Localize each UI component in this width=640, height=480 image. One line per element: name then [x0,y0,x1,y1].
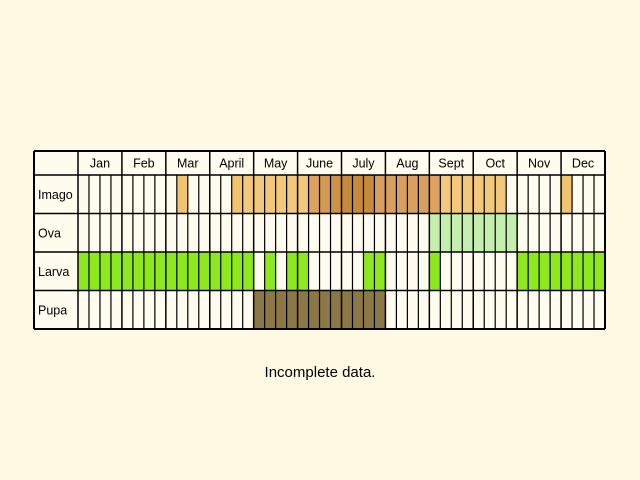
week-cell-pupa-w28 [374,290,386,329]
month-label-june: June [306,157,333,171]
week-cell-pupa-w20 [286,290,298,329]
week-cell-imago-w31 [407,175,419,214]
week-cell-imago-w26 [352,175,364,214]
row-label-ova: Ova [38,226,61,240]
week-cell-imago-w45 [561,175,573,214]
week-cell-imago-w38 [484,175,496,214]
week-cell-imago-w24 [330,175,342,214]
month-label-mar: Mar [177,157,199,171]
row-label-pupa: Pupa [38,303,67,317]
week-cell-larva-w42 [528,252,540,291]
week-cell-imago-w21 [297,175,309,214]
week-cell-ova-w39 [495,213,507,252]
week-cell-imago-w34 [440,175,452,214]
week-cell-larva-w9 [165,252,177,291]
week-cell-ova-w38 [484,213,496,252]
week-cell-pupa-w27 [363,290,375,329]
week-cell-larva-w1 [78,252,89,291]
week-cell-imago-w10 [176,175,188,214]
month-label-oct: Oct [485,157,505,171]
week-cell-larva-w8 [154,252,166,291]
week-cell-larva-w45 [561,252,573,291]
week-cell-imago-w20 [286,175,298,214]
week-cell-imago-w32 [418,175,430,214]
week-cell-larva-w47 [583,252,595,291]
week-cell-larva-w10 [176,252,188,291]
week-cell-larva-w4 [110,252,122,291]
week-cell-imago-w25 [341,175,353,214]
week-cell-imago-w17 [253,175,265,214]
week-cell-imago-w18 [264,175,276,214]
week-cell-imago-w23 [319,175,331,214]
week-cell-imago-w15 [231,175,243,214]
month-label-jan: Jan [90,157,110,171]
month-label-feb: Feb [133,157,155,171]
week-cell-imago-w19 [275,175,287,214]
week-cell-imago-w39 [495,175,507,214]
month-label-may: May [264,157,288,171]
week-cell-ova-w37 [473,213,485,252]
week-cell-larva-w27 [363,252,375,291]
week-cell-pupa-w22 [308,290,320,329]
week-cell-ova-w36 [462,213,474,252]
week-cell-larva-w48 [594,252,605,291]
month-label-nov: Nov [528,157,551,171]
week-cell-larva-w46 [572,252,584,291]
week-cell-larva-w12 [198,252,210,291]
week-cell-imago-w36 [462,175,474,214]
week-cell-pupa-w18 [264,290,276,329]
week-cell-larva-w14 [220,252,232,291]
week-cell-imago-w27 [363,175,375,214]
week-cell-larva-w20 [286,252,298,291]
week-cell-larva-w5 [121,252,133,291]
week-cell-larva-w44 [550,252,562,291]
week-cell-larva-w6 [132,252,144,291]
week-cell-pupa-w21 [297,290,309,329]
week-cell-larva-w2 [88,252,100,291]
week-cell-pupa-w23 [319,290,331,329]
week-cell-larva-w18 [264,252,276,291]
week-cell-imago-w16 [242,175,254,214]
week-cell-larva-w11 [187,252,199,291]
week-cell-imago-w35 [451,175,463,214]
month-label-aug: Aug [396,157,418,171]
week-cell-larva-w15 [231,252,243,291]
month-label-dec: Dec [572,157,594,171]
week-cell-larva-w43 [539,252,551,291]
week-cell-larva-w3 [99,252,111,291]
week-cell-imago-w22 [308,175,320,214]
week-cell-pupa-w17 [253,290,265,329]
month-label-april: April [219,157,244,171]
week-cell-imago-w37 [473,175,485,214]
week-cell-larva-w13 [209,252,221,291]
week-cell-larva-w28 [374,252,386,291]
chart-caption: Incomplete data. [264,364,376,381]
week-cell-ova-w33 [429,213,441,252]
row-label-imago: Imago [38,188,73,202]
week-cell-pupa-w26 [352,290,364,329]
week-cell-pupa-w25 [341,290,353,329]
month-label-july: July [352,157,375,171]
week-cell-ova-w34 [440,213,452,252]
week-cell-larva-w16 [242,252,254,291]
week-cell-imago-w33 [429,175,441,214]
week-cell-larva-w21 [297,252,309,291]
row-label-larva: Larva [38,265,69,279]
week-cell-larva-w41 [517,252,529,291]
week-cell-larva-w33 [429,252,441,291]
week-cell-imago-w30 [396,175,408,214]
week-cell-imago-w29 [385,175,397,214]
month-label-sept: Sept [438,157,464,171]
week-cell-imago-w28 [374,175,386,214]
week-cell-ova-w40 [506,213,518,252]
week-cell-ova-w35 [451,213,463,252]
week-cell-pupa-w19 [275,290,287,329]
week-cell-pupa-w24 [330,290,342,329]
week-cell-larva-w7 [143,252,155,291]
